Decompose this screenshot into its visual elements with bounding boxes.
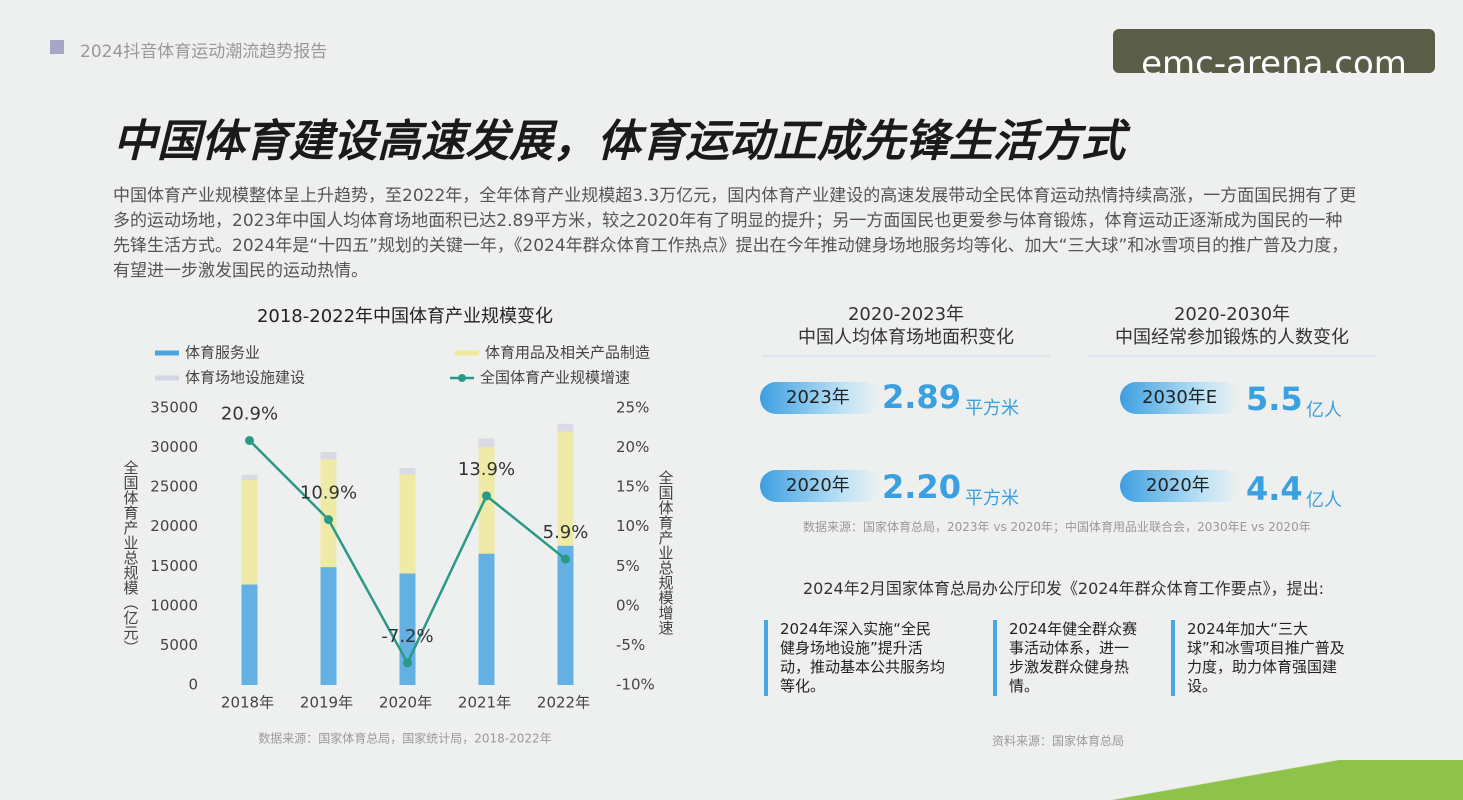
x-tick-label: 2022年 [537, 694, 590, 712]
legend-label: 体育服务业 [185, 344, 260, 362]
chart-title: 2018-2022年中国体育产业规模变化 [257, 306, 553, 327]
y-tick-label: 30000 [150, 438, 198, 456]
stat-label: 2030年E [1120, 382, 1240, 414]
stat-title-box: 2020-2030年 中国经常参加锻炼的人数变化 [1088, 303, 1376, 357]
point [482, 491, 491, 501]
stat-label: 2020年 [1120, 470, 1240, 502]
data-label: 5.9% [543, 522, 589, 543]
legend-label: 体育用品及相关产品制造 [485, 344, 650, 362]
y2-tick-label: -10% [616, 676, 655, 694]
point [403, 658, 412, 668]
bar [241, 474, 258, 481]
stat-value: 2.20 [882, 468, 961, 506]
y2-tick-label: 10% [616, 517, 649, 535]
data-label: 13.9% [458, 459, 515, 480]
y-tick-label: 20000 [150, 517, 198, 535]
stat-subtitle: 中国人均体育场地面积变化 [798, 327, 1014, 348]
legend-label: 体育场地设施建设 [185, 369, 305, 387]
stat-unit: 亿人 [1306, 400, 1342, 421]
stats-source: 数据来源：国家体育总局，2023年 vs 2020年；中国体育用品业联合会，20… [803, 520, 1311, 534]
stat-value: 2.89 [882, 378, 961, 416]
point [324, 515, 333, 525]
bar [557, 545, 574, 685]
point [245, 435, 254, 445]
y-axis-title: 全国体育产业总规模（亿元） [122, 459, 140, 655]
decor-grass [1100, 760, 1463, 800]
y-tick-label: 5000 [160, 636, 198, 654]
legend-label: 全国体育产业规模增速 [480, 369, 630, 387]
notice-item: 2024年加大“三大球”和冰雪项目推广普及力度，助力体育强国建设。 [1171, 620, 1345, 696]
bar [399, 468, 416, 475]
notice-source: 资料来源：国家体育总局 [992, 734, 1125, 748]
y-tick-label: 35000 [150, 399, 198, 417]
notice-item: 2024年深入实施“全民健身场地设施”提升活动，推动基本公共服务均等化。 [764, 620, 945, 696]
stat-title-box: 2020-2023年 中国人均体育场地面积变化 [762, 303, 1050, 357]
bar [320, 451, 337, 460]
point [561, 554, 570, 564]
stat-label: 2020年 [760, 470, 880, 502]
y2-tick-label: -5% [616, 636, 645, 654]
bar [478, 553, 495, 685]
bar [241, 584, 258, 685]
y2-tick-label: 20% [616, 438, 649, 456]
data-label: 10.9% [300, 483, 357, 504]
y2-tick-label: 25% [616, 399, 649, 417]
stat-title: 2020-2023年 [847, 304, 965, 325]
x-tick-label: 2019年 [300, 694, 353, 712]
watermark: emc-arena.com [1113, 29, 1435, 73]
data-label: -7.2% [381, 626, 433, 647]
bar [557, 431, 574, 546]
notice-title: 2024年2月国家体育总局办公厅印发《2024年群众体育工作要点》，提出: [803, 579, 1325, 598]
x-tick-label: 2021年 [458, 694, 511, 712]
stat-title: 2020-2030年 [1173, 304, 1291, 325]
headline: 中国体育建设高速发展，体育运动正成先锋生活方式 [113, 116, 1125, 167]
header-mark [50, 40, 64, 54]
data-label: 20.9% [221, 403, 278, 424]
y-tick-label: 25000 [150, 478, 198, 496]
stat-subtitle: 中国经常参加锻炼的人数变化 [1115, 327, 1349, 348]
stat-unit: 平方米 [965, 398, 1019, 419]
y2-axis-title: 全国体育产业总规模增速 [657, 469, 675, 636]
bar [478, 438, 495, 447]
bar [241, 480, 258, 585]
chart-source: 数据来源：国家体育总局，国家统计局，2018-2022年 [258, 731, 551, 746]
y2-tick-label: 0% [616, 596, 640, 614]
notice-item: 2024年健全群众赛事活动体系，进一步激发群众健身热情。 [993, 620, 1139, 696]
stat-value: 4.4 [1246, 470, 1303, 508]
stat-unit: 亿人 [1306, 490, 1342, 511]
y-tick-label: 0 [188, 676, 198, 694]
bar [557, 423, 574, 432]
report-name: 2024抖音体育运动潮流趋势报告 [80, 42, 328, 62]
y2-tick-label: 15% [616, 478, 649, 496]
stat-unit: 平方米 [965, 488, 1019, 509]
bar [399, 474, 416, 574]
legend-swatch [458, 374, 466, 382]
y2-tick-label: 5% [616, 557, 640, 575]
x-tick-label: 2018年 [221, 694, 274, 712]
bar [320, 567, 337, 685]
stat-label: 2023年 [760, 382, 880, 414]
y-tick-label: 15000 [150, 557, 198, 575]
bar [320, 459, 337, 568]
x-tick-label: 2020年 [379, 694, 432, 712]
y-tick-label: 10000 [150, 596, 198, 614]
stat-value: 5.5 [1246, 380, 1303, 418]
intro: 中国体育产业规模整体呈上升趋势，至2022年，全年体育产业规模超3.3万亿元，国… [113, 186, 1357, 281]
